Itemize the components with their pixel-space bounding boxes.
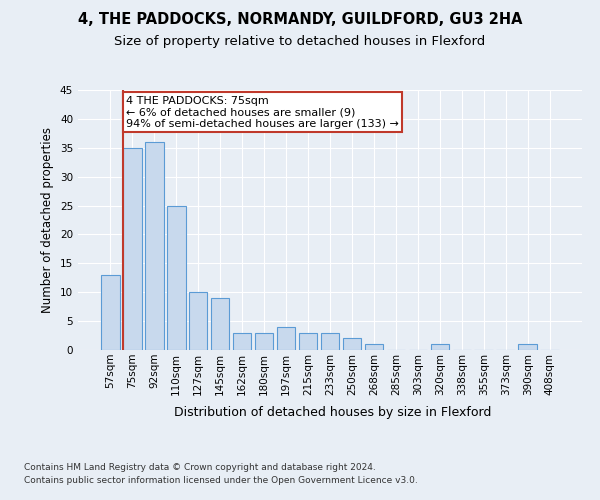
Bar bbox=[431, 344, 449, 350]
Bar bbox=[320, 332, 340, 350]
Text: Distribution of detached houses by size in Flexford: Distribution of detached houses by size … bbox=[175, 406, 491, 419]
Bar bbox=[518, 344, 537, 350]
Text: 4, THE PADDOCKS, NORMANDY, GUILDFORD, GU3 2HA: 4, THE PADDOCKS, NORMANDY, GUILDFORD, GU… bbox=[78, 12, 522, 28]
Bar bbox=[343, 338, 361, 350]
Bar bbox=[255, 332, 274, 350]
Text: Contains HM Land Registry data © Crown copyright and database right 2024.: Contains HM Land Registry data © Crown c… bbox=[24, 462, 376, 471]
Bar bbox=[211, 298, 229, 350]
Bar bbox=[277, 327, 295, 350]
Bar bbox=[101, 275, 119, 350]
Bar bbox=[145, 142, 164, 350]
Text: Contains public sector information licensed under the Open Government Licence v3: Contains public sector information licen… bbox=[24, 476, 418, 485]
Text: 4 THE PADDOCKS: 75sqm
← 6% of detached houses are smaller (9)
94% of semi-detach: 4 THE PADDOCKS: 75sqm ← 6% of detached h… bbox=[126, 96, 399, 129]
Bar bbox=[299, 332, 317, 350]
Bar bbox=[189, 292, 208, 350]
Bar bbox=[123, 148, 142, 350]
Bar bbox=[167, 206, 185, 350]
Y-axis label: Number of detached properties: Number of detached properties bbox=[41, 127, 55, 313]
Bar bbox=[233, 332, 251, 350]
Bar bbox=[365, 344, 383, 350]
Text: Size of property relative to detached houses in Flexford: Size of property relative to detached ho… bbox=[115, 35, 485, 48]
